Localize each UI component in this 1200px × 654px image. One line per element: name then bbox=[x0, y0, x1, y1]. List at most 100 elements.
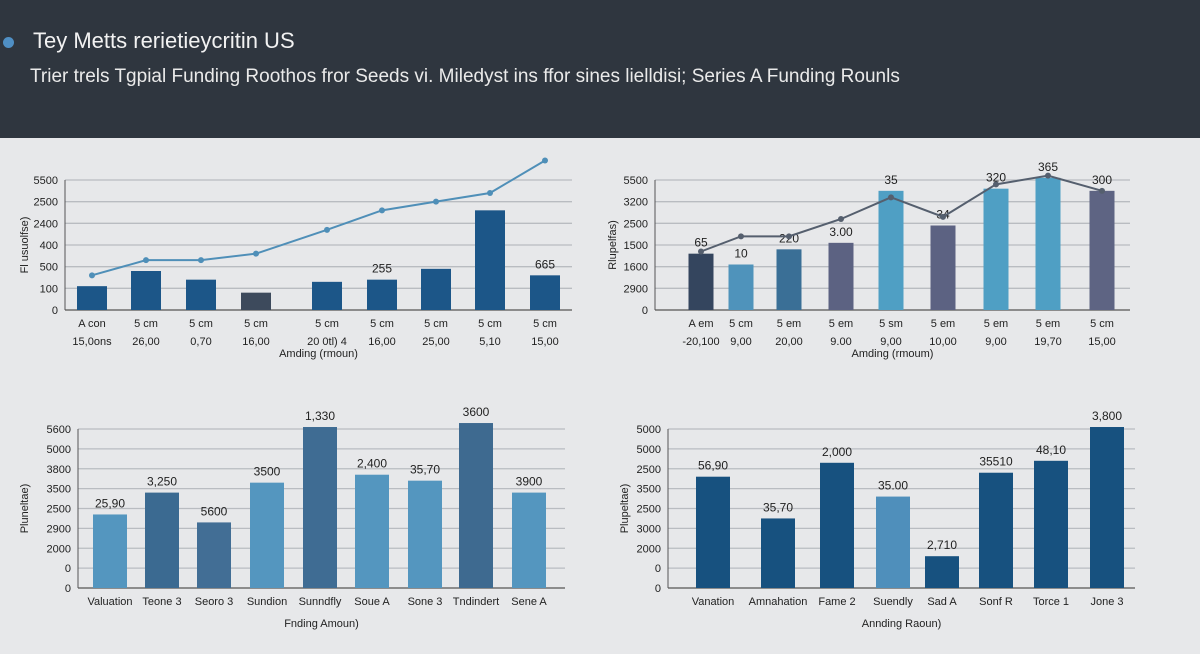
x-tick-label: 26,00 bbox=[132, 336, 160, 348]
bar bbox=[728, 264, 754, 310]
x-tick-label: Sone 3 bbox=[408, 596, 443, 608]
data-label: 3.00 bbox=[829, 225, 853, 239]
x-tick-label: Soue A bbox=[354, 596, 390, 608]
y-tick-label: 0 bbox=[52, 305, 58, 317]
data-label: 48,10 bbox=[1036, 443, 1066, 457]
line-point bbox=[888, 194, 894, 201]
bar bbox=[421, 268, 451, 310]
x-tick-label: 5 cm bbox=[729, 318, 753, 330]
y-tick-label: 3800 bbox=[47, 464, 71, 476]
data-label: 35510 bbox=[979, 455, 1013, 469]
y-axis-title: Pluneltae) bbox=[19, 484, 31, 534]
x-tick-label: 5 cm bbox=[478, 318, 502, 330]
y-tick-label: 2500 bbox=[34, 197, 58, 209]
y-tick-label: 0 bbox=[65, 563, 71, 575]
bar bbox=[312, 281, 342, 310]
x-tick-label: Sunndfly bbox=[299, 596, 342, 608]
page-subtitle: Trier trels Tgpial Funding Roothos fror … bbox=[30, 66, 900, 87]
bar bbox=[820, 462, 854, 588]
bullet-dot-icon bbox=[3, 37, 14, 48]
line-point bbox=[786, 233, 792, 240]
y-tick-label: 2500 bbox=[637, 464, 661, 476]
x-tick-label: 5 cm bbox=[1090, 318, 1114, 330]
data-label: 3500 bbox=[254, 465, 281, 479]
data-label: 3900 bbox=[516, 475, 543, 489]
y-tick-label: 2000 bbox=[47, 543, 71, 555]
data-label: 25,90 bbox=[95, 496, 125, 510]
x-tick-label: 20 0tl) 4 bbox=[307, 336, 347, 348]
x-axis-title: Fnding Amoun) bbox=[284, 618, 359, 630]
x-tick-label: Sonf R bbox=[979, 596, 1013, 608]
line-point bbox=[253, 250, 259, 257]
y-tick-label: 5500 bbox=[624, 175, 648, 187]
data-label: 35,70 bbox=[410, 463, 440, 477]
x-tick-label: 15,00 bbox=[531, 336, 559, 348]
bar bbox=[355, 474, 389, 588]
bar bbox=[186, 279, 216, 310]
y-tick-label: 2000 bbox=[637, 543, 661, 555]
data-label: 255 bbox=[372, 262, 392, 276]
line-point bbox=[838, 216, 844, 222]
x-tick-label: 5 cm bbox=[533, 318, 557, 330]
x-tick-label: Tndindert bbox=[453, 596, 499, 608]
y-tick-label: 2500 bbox=[624, 218, 648, 230]
x-tick-label: Amnahation bbox=[749, 596, 808, 608]
data-label: 2,400 bbox=[357, 457, 387, 471]
bar bbox=[979, 472, 1013, 588]
x-tick-label: 5 sm bbox=[879, 318, 903, 330]
line-point bbox=[698, 248, 704, 255]
x-tick-label: Teone 3 bbox=[142, 596, 181, 608]
data-label: 35.00 bbox=[878, 479, 908, 493]
y-tick-label: 3500 bbox=[637, 484, 661, 496]
x-tick-label: Seoro 3 bbox=[195, 596, 234, 608]
y-tick-label: 5000 bbox=[637, 444, 661, 456]
bar bbox=[876, 496, 910, 588]
x-tick-label: 5 cm bbox=[424, 318, 448, 330]
x-tick-label: 5 cm bbox=[244, 318, 268, 330]
bar bbox=[367, 279, 397, 310]
line-point bbox=[1099, 187, 1105, 194]
y-tick-label: 500 bbox=[40, 262, 58, 274]
line-point bbox=[379, 207, 385, 214]
y-tick-label: 0 bbox=[655, 583, 661, 595]
x-tick-label: A con bbox=[78, 318, 106, 330]
x-axis-title: Amding (rmoun) bbox=[279, 348, 358, 360]
bar bbox=[776, 249, 802, 310]
x-tick-label: Valuation bbox=[87, 596, 132, 608]
data-label: 365 bbox=[1038, 160, 1058, 174]
line-point bbox=[487, 190, 493, 196]
y-tick-label: 2500 bbox=[47, 504, 71, 516]
header-banner: Tey Metts rerietieycritin US Trier trels… bbox=[0, 0, 1200, 138]
y-tick-label: 3200 bbox=[624, 197, 648, 209]
x-tick-label: A em bbox=[688, 318, 713, 330]
line-point bbox=[940, 213, 946, 220]
bar bbox=[197, 522, 231, 588]
x-tick-label: -20,100 bbox=[682, 336, 719, 348]
x-tick-label: 25,00 bbox=[422, 336, 450, 348]
bar bbox=[530, 275, 560, 310]
page-title: Tey Metts rerietieycritin US bbox=[33, 28, 295, 53]
bar bbox=[145, 492, 179, 588]
y-axis-title: Plupeltae) bbox=[619, 484, 631, 534]
line-point bbox=[143, 257, 149, 264]
x-tick-label: Suendly bbox=[873, 596, 913, 608]
data-label: 2,710 bbox=[927, 538, 957, 552]
x-tick-label: Sene A bbox=[511, 596, 547, 608]
bar bbox=[512, 492, 546, 588]
x-tick-label: Torce 1 bbox=[1033, 596, 1069, 608]
bar bbox=[761, 518, 795, 588]
bar bbox=[408, 480, 442, 588]
x-tick-label: Vanation bbox=[692, 596, 735, 608]
y-tick-label: 2400 bbox=[34, 218, 58, 230]
y-tick-label: 0 bbox=[642, 305, 648, 317]
bar bbox=[250, 482, 284, 588]
x-axis-title: Annding Raoun) bbox=[862, 618, 942, 630]
x-tick-label: 5 cm bbox=[189, 318, 213, 330]
bar bbox=[688, 253, 714, 310]
y-axis-title: Fl usuolfse) bbox=[19, 217, 31, 274]
y-tick-label: 2900 bbox=[624, 283, 648, 295]
x-tick-label: 5 cm bbox=[134, 318, 158, 330]
bar bbox=[131, 271, 161, 310]
line-point bbox=[993, 181, 999, 188]
bar bbox=[925, 556, 959, 588]
